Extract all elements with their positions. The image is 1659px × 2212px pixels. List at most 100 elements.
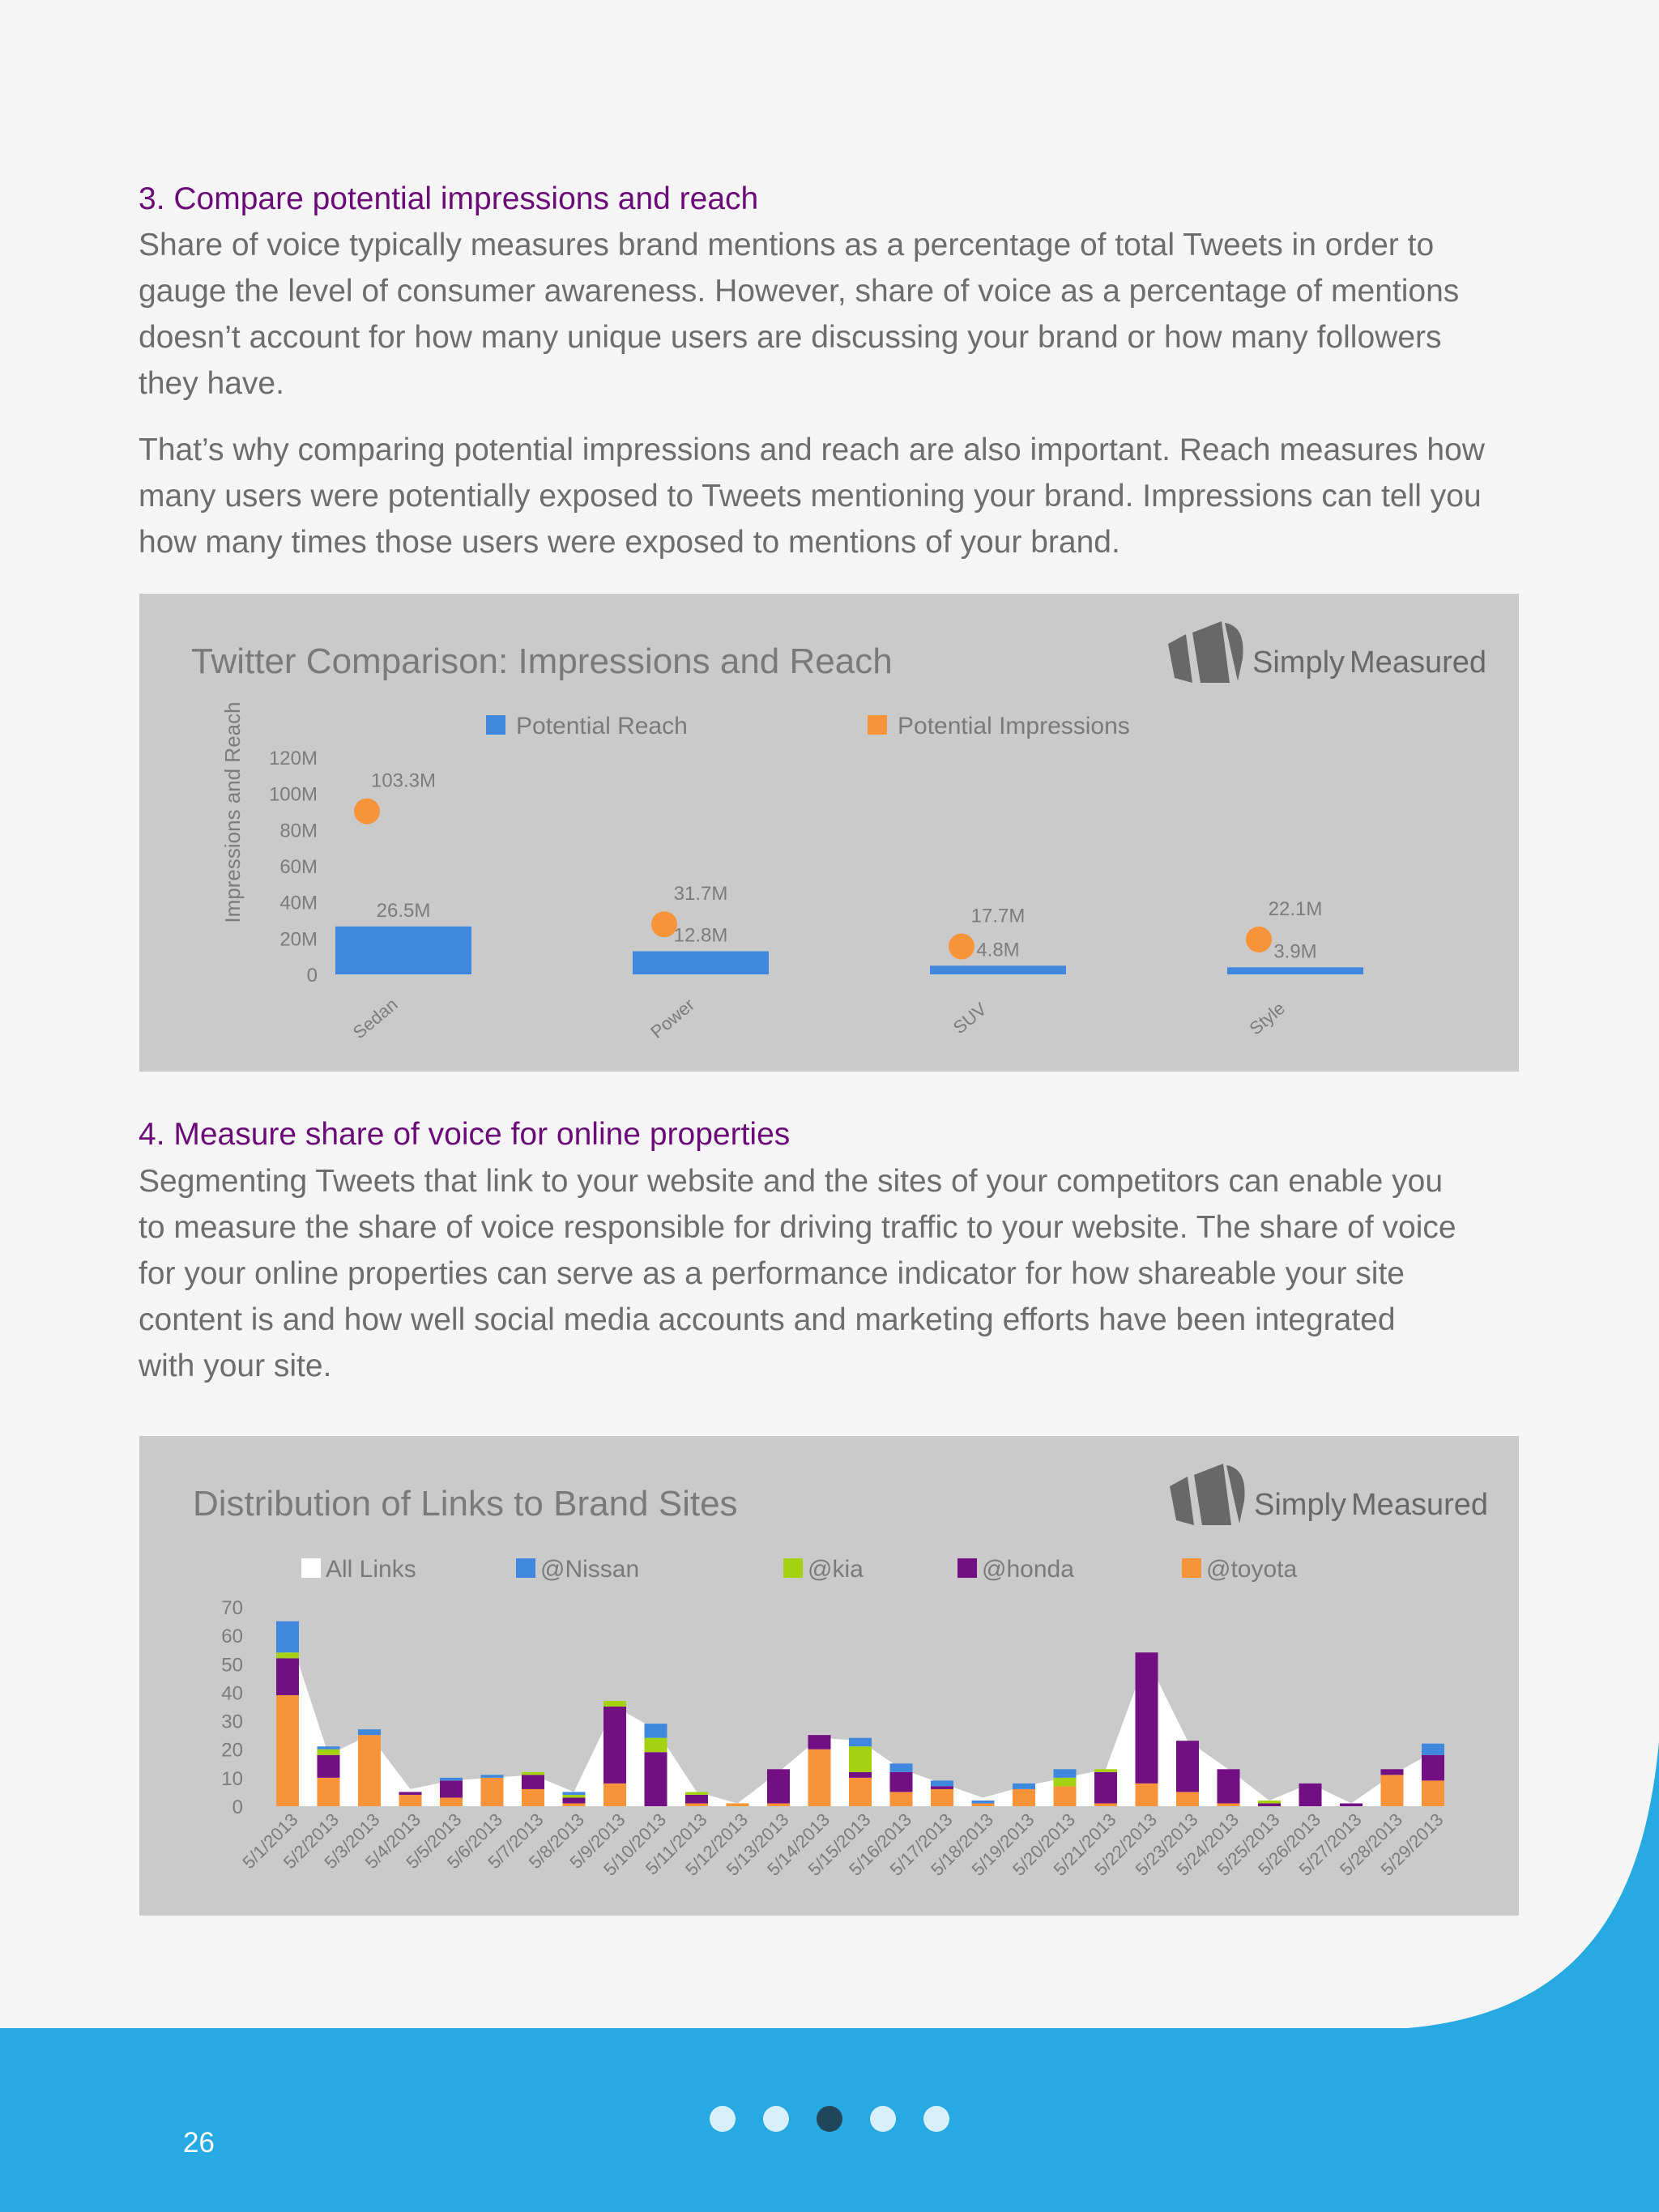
y-axis-label: Impressions and Reach bbox=[220, 701, 245, 923]
impressions-data-label: 22.1M bbox=[1269, 898, 1323, 920]
y-tick-label: 20 bbox=[221, 1740, 243, 1762]
kia-bar-segment bbox=[562, 1794, 586, 1798]
honda-bar-segment bbox=[808, 1735, 831, 1750]
nissan-bar-segment bbox=[317, 1746, 340, 1750]
y-tick-label: 20M bbox=[279, 928, 318, 950]
y-tick-label: 120M bbox=[269, 748, 318, 769]
honda-bar-segment bbox=[1094, 1771, 1117, 1804]
kia-bar-segment bbox=[276, 1652, 299, 1659]
honda-bar-segment bbox=[276, 1658, 299, 1695]
legend-swatch-kia bbox=[783, 1558, 803, 1578]
reach-data-label: 12.8M bbox=[674, 924, 728, 946]
paragraph-line: with your site. bbox=[139, 1349, 332, 1383]
paragraph-line: gauge the level of consumer awareness. H… bbox=[139, 274, 1460, 309]
honda-bar-segment bbox=[849, 1771, 872, 1778]
logo-mark-right bbox=[1226, 1465, 1245, 1524]
links-distribution-chart-svg: Distribution of Links to Brand Sites Simp… bbox=[139, 1436, 1519, 1916]
logo-word: Simply bbox=[1252, 646, 1345, 680]
logo-mark-center bbox=[1194, 1464, 1231, 1525]
section-4-paragraph: Segmenting Tweets that link to your webs… bbox=[139, 1158, 1524, 1389]
honda-bar-segment bbox=[399, 1792, 422, 1795]
toyota-bar-segment bbox=[562, 1803, 586, 1806]
legend-swatch-honda bbox=[957, 1558, 977, 1578]
kia-bar-segment bbox=[522, 1771, 544, 1775]
toyota-bar-segment bbox=[889, 1792, 913, 1806]
paragraph-line: That’s why comparing potential impressio… bbox=[139, 433, 1485, 467]
y-tick-label: 70 bbox=[221, 1597, 243, 1619]
y-tick-label: 60M bbox=[279, 856, 318, 878]
kia-bar-segment bbox=[317, 1749, 340, 1755]
legend-label-potential-impressions: Potential Impressions bbox=[898, 713, 1130, 739]
pagination-dot[interactable] bbox=[763, 2106, 789, 2132]
logo-text: Simply Measured bbox=[1252, 646, 1486, 680]
reach-data-label: 3.9M bbox=[1273, 940, 1316, 962]
legend-label-potential-reach: Potential Reach bbox=[516, 713, 688, 739]
paragraph-line: to measure the share of voice responsibl… bbox=[139, 1210, 1456, 1245]
reach-bar bbox=[633, 951, 769, 974]
impressions-data-label: 17.7M bbox=[971, 905, 1026, 927]
paragraph-line: they have. bbox=[139, 366, 284, 401]
honda-bar-segment bbox=[562, 1797, 586, 1804]
simply-measured-logo: Simply Measured bbox=[1170, 1464, 1488, 1525]
y-tick-label: 100M bbox=[269, 784, 318, 806]
impressions-data-label: 31.7M bbox=[674, 883, 728, 905]
reach-bar bbox=[335, 926, 471, 974]
y-tick-label: 50 bbox=[221, 1654, 243, 1676]
honda-bar-segment bbox=[522, 1775, 544, 1789]
pagination-dot[interactable] bbox=[923, 2106, 949, 2132]
reach-data-label: 4.8M bbox=[976, 939, 1019, 961]
kia-bar-segment bbox=[603, 1700, 626, 1707]
toyota-bar-segment bbox=[1422, 1780, 1444, 1806]
paragraph-line: Segmenting Tweets that link to your webs… bbox=[139, 1164, 1444, 1199]
legend-swatch-toyota bbox=[1182, 1558, 1201, 1578]
toyota-bar-segment bbox=[1176, 1792, 1199, 1806]
legend-label-kia: @kia bbox=[808, 1556, 864, 1583]
honda-bar-segment bbox=[1422, 1754, 1444, 1781]
honda-bar-segment bbox=[1299, 1783, 1322, 1806]
honda-bar-segment bbox=[603, 1707, 626, 1784]
nissan-bar-segment bbox=[1422, 1743, 1444, 1755]
impressions-point bbox=[1246, 926, 1272, 953]
toyota-bar-segment bbox=[1053, 1786, 1077, 1806]
paragraph-line: Share of voice typically measures brand … bbox=[139, 228, 1435, 262]
impressions-reach-chart: Twitter Comparison: Impressions and Reac… bbox=[139, 594, 1519, 1072]
nissan-bar-segment bbox=[480, 1775, 504, 1778]
pagination-dot[interactable] bbox=[710, 2106, 736, 2132]
legend-label-all-links: All Links bbox=[326, 1556, 416, 1583]
toyota-bar-segment bbox=[480, 1777, 504, 1806]
nissan-bar-segment bbox=[276, 1621, 299, 1653]
honda-bar-segment bbox=[1258, 1803, 1281, 1806]
legend-label-honda: @honda bbox=[982, 1556, 1074, 1583]
y-tick-label: 40M bbox=[279, 893, 318, 914]
honda-bar-segment bbox=[1176, 1741, 1199, 1792]
impressions-data-label: 103.3M bbox=[371, 770, 436, 792]
honda-bar-segment bbox=[440, 1780, 463, 1798]
pagination-dots bbox=[0, 2106, 1659, 2135]
kia-bar-segment bbox=[644, 1737, 667, 1753]
legend-swatch-potential-impressions bbox=[868, 715, 887, 735]
honda-bar-segment bbox=[931, 1786, 953, 1789]
toyota-bar-segment bbox=[1217, 1803, 1240, 1806]
legend-swatch-potential-reach bbox=[486, 715, 505, 735]
reach-bar bbox=[1227, 967, 1363, 974]
paragraph-line: many users were potentially exposed to T… bbox=[139, 479, 1482, 514]
logo-mark-right bbox=[1225, 623, 1243, 681]
legend-label-nissan: @Nissan bbox=[540, 1556, 639, 1583]
pagination-dot[interactable] bbox=[870, 2106, 896, 2132]
reach-data-label: 26.5M bbox=[377, 900, 431, 922]
links-distribution-chart: Distribution of Links to Brand Sites Simp… bbox=[139, 1436, 1519, 1916]
impressions-point bbox=[949, 933, 975, 960]
y-tick-label: 0 bbox=[307, 965, 318, 987]
honda-bar-segment bbox=[644, 1752, 667, 1806]
toyota-bar-segment bbox=[849, 1777, 872, 1806]
section-4-title: 4. Measure share of voice for online pro… bbox=[139, 1117, 791, 1152]
impressions-reach-chart-svg: Twitter Comparison: Impressions and Reac… bbox=[139, 594, 1519, 1072]
simply-measured-logo: Simply Measured bbox=[1168, 621, 1486, 683]
honda-bar-segment bbox=[1135, 1652, 1158, 1784]
kia-bar-segment bbox=[685, 1792, 708, 1795]
y-tick-label: 10 bbox=[221, 1768, 243, 1790]
pagination-dot-active[interactable] bbox=[817, 2106, 842, 2132]
toyota-bar-segment bbox=[726, 1803, 749, 1806]
legend-label-toyota: @toyota bbox=[1206, 1556, 1297, 1583]
honda-bar-segment bbox=[767, 1769, 790, 1804]
